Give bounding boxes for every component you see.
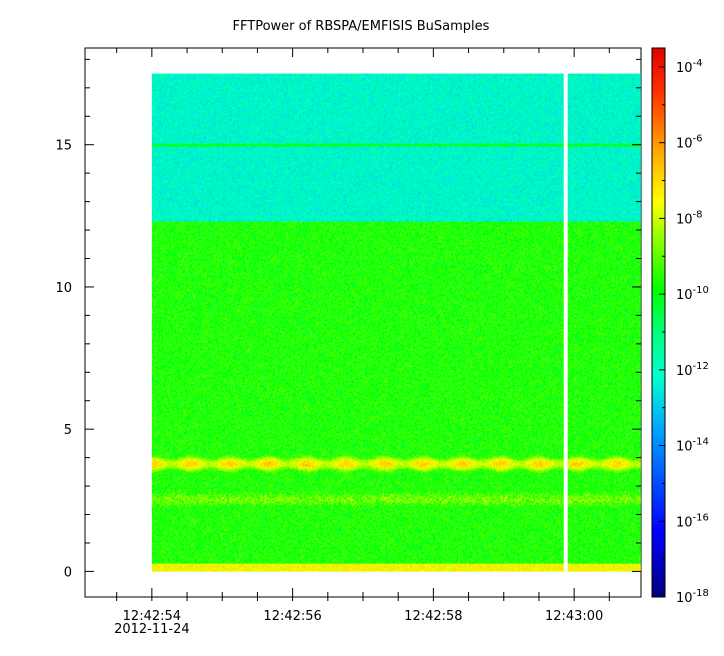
colorbar-tick-label: 10-4 — [676, 58, 703, 76]
chart-title: FFTPower of RBSPA/EMFISIS BuSamples — [233, 19, 490, 34]
colorbar-tick-label: 10-18 — [676, 588, 709, 606]
colorbar-tick-label: 10-14 — [676, 437, 709, 455]
y-axis: 0 5 10 15 — [55, 58, 641, 580]
colorbar-tick-exponent: -12 — [693, 361, 709, 372]
colorbar-tick-base: 10 — [676, 61, 693, 76]
y-tick-label: 15 — [55, 139, 72, 154]
colorbar-tick-base: 10 — [676, 591, 693, 606]
colorbar-tick-label: 10-16 — [676, 512, 709, 530]
x-tick-label: 12:43:00 — [545, 609, 603, 624]
colorbar-tick-base: 10 — [676, 288, 693, 303]
x-tick-label: 12:42:56 — [263, 609, 321, 624]
colorbar-tick-base: 10 — [676, 515, 693, 530]
spectrogram-image — [151, 73, 641, 572]
colorbar-tick-exponent: -6 — [693, 134, 703, 145]
x-tick-sublabel: 2012-11-24 — [114, 622, 190, 637]
colorbar — [651, 47, 666, 598]
colorbar-tick-label: 10-10 — [676, 285, 709, 303]
colorbar-tick-base: 10 — [676, 212, 693, 227]
y-tick-label: 0 — [64, 565, 72, 580]
colorbar-tick-label: 10-8 — [676, 209, 703, 227]
data-gap — [563, 73, 568, 572]
colorbar-tick-exponent: -18 — [693, 588, 709, 599]
colorbar-tick-label: 10-6 — [676, 134, 703, 152]
colorbar-tick-base: 10 — [676, 137, 693, 152]
colorbar-tick-label: 10-12 — [676, 361, 709, 379]
colorbar-tick-base: 10 — [676, 440, 693, 455]
x-tick-label: 12:42:54 — [123, 609, 181, 624]
colorbar-tick-exponent: -4 — [693, 58, 703, 69]
colorbar-tick-exponent: -16 — [693, 512, 709, 523]
colorbar-tick-exponent: -8 — [693, 209, 703, 220]
colorbar-tick-exponent: -14 — [693, 437, 709, 448]
colorbar-tick-exponent: -10 — [693, 285, 709, 296]
x-tick-label: 12:42:58 — [404, 609, 462, 624]
spectrogram-heatmap — [151, 73, 641, 572]
y-tick-label: 10 — [55, 281, 72, 296]
y-tick-label: 5 — [64, 423, 72, 438]
colorbar-tick-base: 10 — [676, 364, 693, 379]
